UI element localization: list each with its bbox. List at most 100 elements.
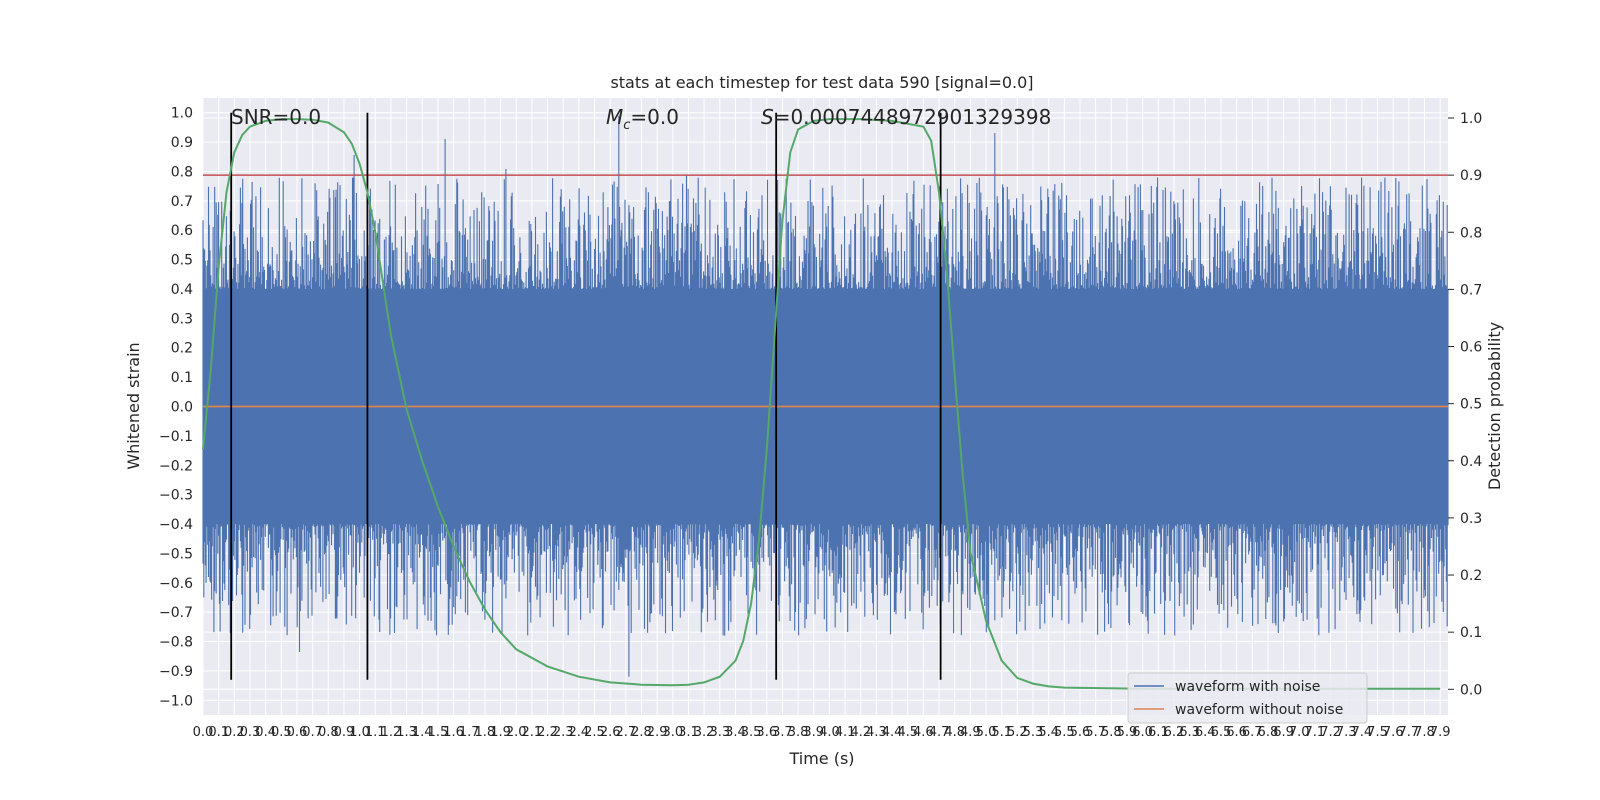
y-tick-label-left: 0.1 (171, 370, 193, 386)
annotation-mc: Mc=0.0 (606, 105, 679, 133)
x-tick-label: 1.5 (428, 725, 449, 740)
y-axis-label-right: Detection probability (1485, 322, 1504, 490)
y-axis-right: 1.0 0.9 0.8 0.7 0.6 0.5 0.4 0.3 0.2 0.1 0.0 (1448, 111, 1482, 698)
y-tick-label-right: 0.4 (1460, 454, 1482, 470)
legend-label-clean: waveform without noise (1175, 702, 1343, 718)
x-tick-label: 1.8 (475, 725, 496, 740)
x-tick-label: 1.1 (365, 725, 386, 740)
y-axis-left: 1.0 0.9 0.8 0.7 0.6 0.5 0.4 0.3 0.2 0.1 0.0 −0.1 −0.… (159, 106, 193, 710)
x-tick-label: 4.5 (897, 725, 918, 740)
x-tick-label: 2.0 (506, 725, 527, 740)
x-tick-label: 0.7 (302, 725, 323, 740)
plot-area (202, 98, 1449, 715)
legend-box (1127, 672, 1368, 724)
y-tick-label-left: −0.3 (159, 488, 193, 504)
y-tick-label-right: 0.6 (1460, 340, 1482, 356)
x-tick-label: 3.8 (788, 725, 809, 740)
x-tick-label: 7.4 (1352, 725, 1373, 740)
x-tick-label: 6.5 (1211, 725, 1232, 740)
x-tick-label: 0.2 (224, 725, 245, 740)
x-tick-label: 1.6 (443, 725, 464, 740)
y-tick-label-left: 0.6 (171, 223, 193, 239)
x-tick-label: 2.3 (553, 725, 574, 740)
y-axis-label-left: Whitened strain (124, 342, 143, 469)
y-tick-label-left: −1.0 (159, 693, 193, 709)
x-tick-label: 3.0 (662, 725, 683, 740)
y-tick-label-right: 0.2 (1460, 568, 1482, 584)
x-tick-label: 1.3 (396, 725, 417, 740)
x-tick-label: 3.4 (725, 725, 746, 740)
x-tick-label: 3.9 (803, 725, 824, 740)
y-tick-label-right: 0.0 (1460, 682, 1482, 698)
x-tick-label: 7.5 (1367, 725, 1388, 740)
y-tick-label-right: 1.0 (1460, 111, 1482, 127)
noise-trace (202, 115, 1449, 677)
x-tick-label: 4.4 (882, 725, 903, 740)
annotation-mc-value: =0.0 (630, 105, 679, 129)
x-tick-label: 2.8 (631, 725, 652, 740)
y-tick-label-left: 0.4 (171, 282, 193, 298)
x-tick-label: 4.7 (929, 725, 950, 740)
x-axis: 0.00.10.20.30.40.50.60.70.80.91.01.11.21… (193, 725, 1451, 740)
y-tick-label-left: 0.3 (171, 311, 193, 327)
y-tick-label-left: −0.9 (159, 664, 193, 680)
y-tick-label-left: 0.9 (171, 135, 193, 151)
x-tick-label: 3.2 (694, 725, 715, 740)
x-tick-label: 6.6 (1226, 725, 1247, 740)
annotation-s-value: =0.0007448972901329398 (774, 105, 1052, 129)
x-tick-label: 5.9 (1117, 725, 1138, 740)
x-tick-label: 7.3 (1336, 725, 1357, 740)
annotation-s: S=0.0007448972901329398 (761, 105, 1051, 129)
x-tick-label: 6.3 (1179, 725, 1200, 740)
x-tick-label: 5.3 (1023, 725, 1044, 740)
series-detection-probability (202, 118, 1441, 690)
x-tick-label: 2.1 (522, 725, 543, 740)
x-tick-label: 5.2 (1007, 725, 1028, 740)
y-tick-label-right: 0.7 (1460, 282, 1482, 298)
y-tick-label-right: 0.5 (1460, 397, 1482, 413)
y-tick-label-left: −0.8 (159, 635, 193, 651)
y-tick-label-left: 0.7 (171, 194, 193, 210)
x-tick-label: 0.1 (208, 725, 229, 740)
x-tick-label: 6.1 (1148, 725, 1169, 740)
x-tick-label: 0.5 (271, 725, 292, 740)
legend-label-noise: waveform with noise (1175, 679, 1320, 695)
annotation-s-symbol: S (761, 105, 774, 129)
y-tick-label-left: −0.1 (159, 429, 193, 445)
y-tick-label-left: −0.7 (159, 605, 193, 621)
x-tick-label: 2.4 (569, 725, 590, 740)
x-tick-label: 7.7 (1399, 725, 1420, 740)
y-tick-label-right: 0.8 (1460, 225, 1482, 241)
x-tick-label: 5.6 (1070, 725, 1091, 740)
x-tick-label: 1.9 (490, 725, 511, 740)
x-tick-label: 0.0 (193, 725, 214, 740)
x-tick-label: 2.5 (584, 725, 605, 740)
x-tick-label: 6.0 (1132, 725, 1153, 740)
x-tick-label: 2.9 (647, 725, 668, 740)
y-tick-label-left: 0.2 (171, 341, 193, 357)
x-tick-label: 0.4 (255, 725, 276, 740)
x-tick-label: 1.0 (349, 725, 370, 740)
x-tick-label: 2.2 (537, 725, 558, 740)
x-tick-label: 1.4 (412, 725, 433, 740)
y-tick-label-right: 0.9 (1460, 168, 1482, 184)
x-tick-label: 0.6 (287, 725, 308, 740)
x-tick-label: 5.0 (976, 725, 997, 740)
x-tick-label: 6.8 (1258, 725, 1279, 740)
y-tick-label-left: 0.0 (171, 400, 193, 416)
x-tick-label: 5.5 (1054, 725, 1075, 740)
x-tick-label: 5.7 (1085, 725, 1106, 740)
x-tick-label: 3.6 (756, 725, 777, 740)
annotation-mc-subscript: c (623, 118, 630, 133)
x-tick-label: 7.9 (1430, 725, 1451, 740)
x-tick-label: 6.2 (1164, 725, 1185, 740)
x-tick-label: 3.7 (772, 725, 793, 740)
y-tick-label-left: 0.5 (171, 253, 193, 269)
x-tick-label: 1.7 (459, 725, 480, 740)
x-tick-label: 4.9 (960, 725, 981, 740)
x-tick-label: 7.1 (1305, 725, 1326, 740)
chart-title: stats at each timestep for test data 590… (610, 73, 1033, 92)
legend: waveform with noise waveform without noi… (1127, 672, 1368, 724)
x-tick-label: 5.1 (991, 725, 1012, 740)
